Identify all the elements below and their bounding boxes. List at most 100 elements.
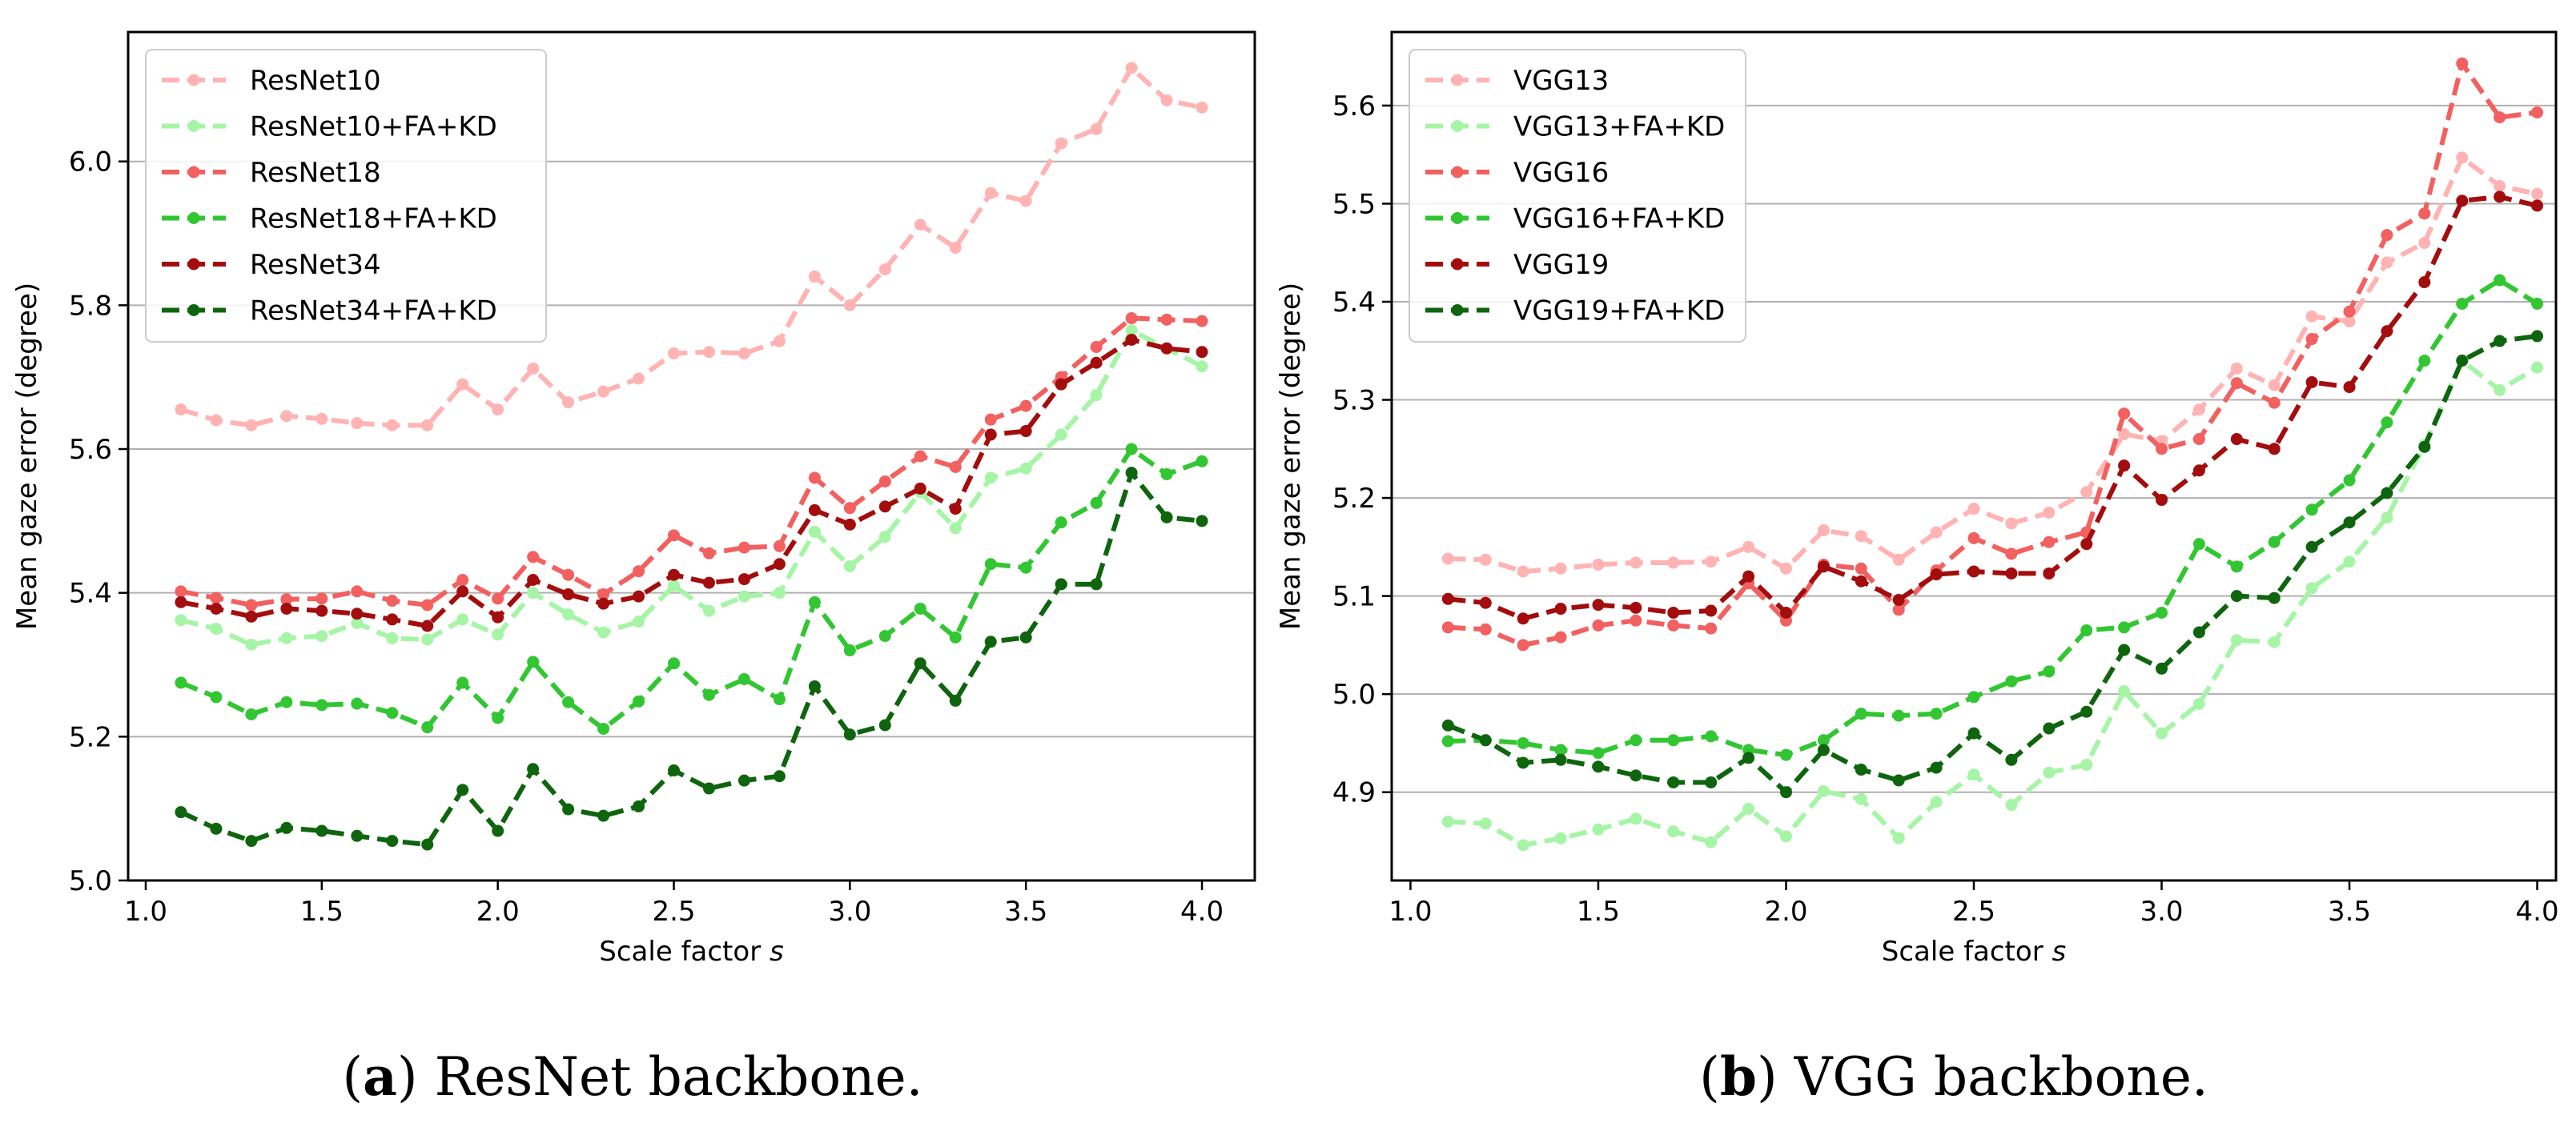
data-point: [2156, 443, 2168, 455]
data-point: [1554, 832, 1567, 844]
data-point: [843, 728, 856, 741]
y-axis-label: Mean gaze error (degree): [11, 283, 43, 630]
data-point: [2192, 626, 2205, 639]
data-point: [2118, 621, 2131, 634]
data-point: [1592, 760, 1605, 773]
data-point: [2381, 487, 2393, 499]
data-point: [245, 638, 258, 651]
data-point: [1090, 356, 1103, 369]
series-line: [179, 470, 1203, 848]
data-point: [1125, 443, 1138, 455]
data-point: [773, 558, 786, 571]
data-point: [245, 610, 258, 623]
data-point: [2531, 361, 2544, 374]
data-point: [1125, 324, 1138, 337]
data-point: [1441, 735, 1454, 748]
data-point: [843, 299, 856, 311]
data-point: [2230, 590, 2243, 603]
data-point: [2230, 560, 2243, 573]
data-point: [2043, 567, 2056, 580]
data-point: [280, 632, 293, 644]
data-point: [2494, 383, 2506, 396]
data-point: [315, 604, 328, 617]
data-point: [1817, 524, 1830, 537]
legend-swatch-marker: [1451, 212, 1464, 224]
x-tick-label: 3.0: [2140, 896, 2183, 928]
data-point: [2494, 274, 2506, 287]
data-point: [2005, 799, 2018, 812]
legend-entry: VGG13+FA+KD: [1425, 111, 1725, 143]
data-point: [175, 614, 187, 627]
data-point: [210, 822, 223, 835]
data-point: [808, 680, 821, 692]
x-tick-label: 1.5: [300, 896, 344, 928]
data-point: [1055, 578, 1067, 591]
legend-swatch-marker: [187, 120, 200, 132]
data-point: [1554, 631, 1567, 644]
data-point: [2305, 333, 2318, 346]
legend-swatch-marker: [187, 212, 200, 224]
x-axis-label-variable: s: [2052, 936, 2067, 968]
data-point: [351, 417, 364, 430]
data-point: [527, 656, 540, 668]
data-point: [1019, 425, 1032, 438]
y-tick-label: 5.4: [69, 578, 112, 610]
data-point: [843, 644, 856, 657]
data-point: [2418, 236, 2431, 249]
data-point: [1160, 467, 1173, 480]
data-point: [984, 636, 997, 648]
data-point: [1019, 631, 1032, 644]
data-point: [808, 596, 821, 608]
data-point: [1779, 606, 1792, 619]
data-point: [1667, 556, 1680, 569]
data-point: [668, 529, 681, 542]
data-point: [914, 219, 926, 231]
data-point: [2230, 433, 2243, 446]
data-point: [2418, 275, 2431, 288]
data-point: [633, 372, 645, 385]
data-point: [1779, 562, 1792, 575]
data-point: [1554, 753, 1567, 766]
y-tick-label: 5.6: [1332, 90, 1376, 122]
data-point: [1517, 565, 1529, 578]
data-point: [949, 241, 962, 254]
data-point: [914, 450, 926, 463]
data-point: [1055, 378, 1067, 391]
data-point: [2531, 330, 2544, 343]
x-tick-label: 3.5: [2328, 896, 2371, 928]
data-point: [562, 696, 575, 708]
legend-box: [1409, 49, 1746, 343]
y-tick-label: 5.6: [69, 434, 112, 466]
data-point: [984, 471, 997, 484]
data-point: [773, 335, 786, 347]
x-tick-label: 1.0: [124, 896, 167, 928]
data-point: [1090, 122, 1103, 135]
series-resnet10-fa-kd: [175, 324, 1208, 651]
data-point: [1517, 756, 1529, 769]
x-tick-label: 2.5: [1952, 896, 1995, 928]
legend-swatch-marker: [1451, 304, 1464, 316]
legend-entry: VGG16: [1425, 157, 1609, 189]
data-point: [1592, 599, 1605, 612]
chart-panel-a: 1.0 1.5 2.0 2.5 3.0 3.5 4.0 5.0 5.2 5.4 5.6 5.8 6.0 S…: [11, 30, 1256, 1108]
data-point: [2043, 535, 2056, 548]
data-point: [2080, 538, 2093, 551]
x-tick-label: 2.0: [476, 896, 520, 928]
data-point: [2156, 662, 2168, 675]
data-point: [633, 800, 645, 812]
data-point: [2230, 377, 2243, 390]
data-point: [1667, 825, 1680, 838]
data-point: [1196, 455, 1208, 467]
legend-entry: VGG16+FA+KD: [1425, 203, 1725, 235]
data-point: [2456, 355, 2469, 367]
data-point: [1930, 526, 1943, 539]
data-point: [1930, 796, 1943, 808]
series-line: [180, 327, 1204, 648]
data-point: [527, 587, 540, 600]
data-point: [2080, 624, 2093, 637]
data-point: [2343, 381, 2356, 394]
data-point: [492, 403, 504, 416]
legend-label: VGG13+FA+KD: [1513, 111, 1725, 143]
data-point: [633, 590, 645, 603]
legend-label: VGG19+FA+KD: [1513, 295, 1725, 327]
